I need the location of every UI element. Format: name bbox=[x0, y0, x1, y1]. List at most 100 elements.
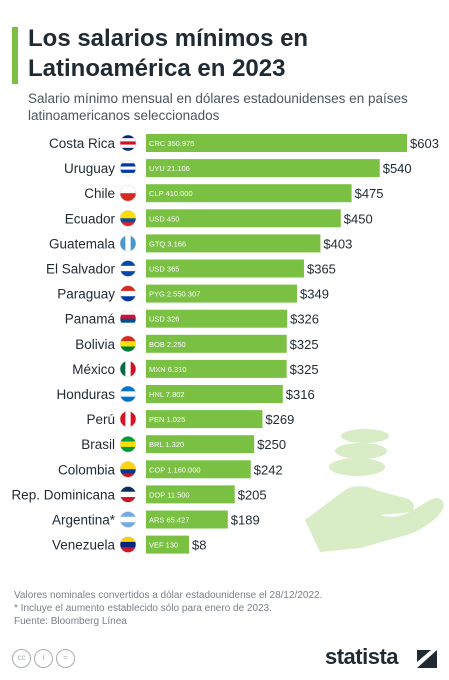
local-currency-label: UYU 21.106 bbox=[149, 164, 190, 173]
bar bbox=[146, 535, 189, 554]
local-currency-label: BRL 1.320 bbox=[149, 440, 184, 449]
value-label: $326 bbox=[290, 312, 319, 327]
brand-logo-text: statista bbox=[325, 644, 399, 669]
venezuela-flag-icon bbox=[119, 536, 137, 553]
bar-row: El Salvador USD 365 $365 bbox=[46, 259, 336, 278]
bar bbox=[146, 259, 304, 278]
cc-icon[interactable]: cc bbox=[12, 649, 31, 668]
uruguay-flag-icon bbox=[119, 159, 137, 177]
bar-row: Honduras HNL 7.802 $316 bbox=[56, 385, 315, 403]
value-label: $403 bbox=[323, 236, 352, 251]
local-currency-label: CRC 350.975 bbox=[149, 139, 194, 148]
local-currency-label: USD 326 bbox=[149, 315, 179, 324]
country-label: Costa Rica bbox=[49, 136, 116, 151]
country-label: Honduras bbox=[56, 387, 115, 402]
bar-row: Guatemala GTQ 3.166 $403 bbox=[49, 234, 352, 253]
argentina-flag-icon bbox=[119, 511, 137, 528]
bar-row: Panamá USD 326 $326 bbox=[65, 309, 319, 328]
bar bbox=[146, 510, 228, 529]
bar bbox=[146, 159, 380, 178]
peru-flag-icon bbox=[119, 410, 137, 428]
local-currency-label: BOB 2.250 bbox=[149, 340, 186, 349]
chart-subtitle: Salario mínimo mensual en dólares estado… bbox=[28, 91, 408, 123]
value-label: $8 bbox=[192, 538, 206, 553]
bar-row: Venezuela VEF 130 $8 bbox=[52, 535, 206, 554]
local-currency-label: GTQ 3.166 bbox=[149, 239, 186, 248]
bar bbox=[146, 385, 283, 403]
el-salvador-flag-icon bbox=[119, 260, 137, 277]
bar bbox=[146, 359, 287, 378]
country-label: Paraguay bbox=[57, 287, 115, 302]
value-label: $365 bbox=[307, 262, 336, 277]
local-currency-label: CLP 410.000 bbox=[149, 189, 193, 198]
costa-rica-flag-icon bbox=[119, 134, 137, 152]
bar bbox=[146, 209, 341, 228]
bar bbox=[146, 134, 407, 152]
bar-row: Costa Rica CRC 350.975 $603 bbox=[49, 134, 439, 152]
value-label: $242 bbox=[254, 462, 283, 477]
paraguay-flag-icon bbox=[119, 285, 137, 302]
footnote-source: Fuente: Bloomberg Línea bbox=[14, 616, 127, 627]
local-currency-label: PEN 1.025 bbox=[149, 415, 185, 424]
bar-row: Argentina* ARS 65.427 $189 bbox=[52, 510, 260, 529]
local-currency-label: USD 365 bbox=[149, 265, 179, 274]
accent-bar bbox=[12, 27, 18, 84]
bar bbox=[146, 435, 255, 454]
local-currency-label: HNL 7.802 bbox=[149, 390, 185, 399]
value-label: $325 bbox=[290, 337, 319, 352]
bar-chart: Costa Rica CRC 350.975 $603 Uruguay UYU 21.1… bbox=[11, 134, 444, 554]
value-label: $189 bbox=[231, 513, 260, 528]
footnote-argentina: * Incluye el aumento establecido sólo pa… bbox=[14, 603, 272, 614]
local-currency-label: USD 450 bbox=[149, 214, 179, 223]
mexico-flag-icon bbox=[119, 360, 137, 378]
footnote-conversion: Valores nominales convertidos a dólar es… bbox=[14, 590, 323, 601]
brasil-flag-icon bbox=[119, 435, 137, 453]
country-label: Venezuela bbox=[52, 538, 116, 553]
chart-title: Los salarios mínimos en Latinoamérica en… bbox=[28, 25, 309, 82]
country-label: Bolivia bbox=[75, 337, 115, 352]
bar bbox=[146, 485, 235, 504]
bar bbox=[146, 184, 352, 203]
value-label: $325 bbox=[290, 362, 319, 377]
bar-row: Perú PEN 1.025 $269 bbox=[86, 410, 294, 429]
ecuador-flag-icon bbox=[119, 210, 137, 227]
bar-row: Brasil BRL 1.320 $250 bbox=[81, 435, 286, 454]
colombia-flag-icon bbox=[119, 460, 137, 478]
money-hand-illustration bbox=[305, 429, 444, 552]
country-label: Guatemala bbox=[49, 236, 116, 251]
bar bbox=[146, 234, 321, 253]
country-label: Rep. Dominicana bbox=[11, 487, 115, 502]
honduras-flag-icon bbox=[119, 385, 137, 403]
bar-row: Paraguay PYG 2.550.307 $349 bbox=[57, 284, 329, 303]
value-label: $475 bbox=[355, 186, 384, 201]
value-label: $349 bbox=[300, 287, 329, 302]
bar bbox=[146, 309, 288, 328]
panama-flag-icon bbox=[119, 310, 137, 328]
local-currency-label: PYG 2.550.307 bbox=[149, 290, 200, 299]
value-label: $450 bbox=[344, 211, 373, 226]
country-label: Colombia bbox=[58, 462, 116, 477]
local-currency-label: VEF 130 bbox=[149, 541, 178, 550]
attribution-icon[interactable]: i bbox=[34, 649, 53, 668]
value-label: $250 bbox=[257, 437, 286, 452]
value-label: $269 bbox=[265, 412, 294, 427]
country-label: Perú bbox=[86, 412, 115, 427]
country-label: Panamá bbox=[65, 312, 116, 327]
bar bbox=[146, 460, 251, 479]
bar-row: Colombia COP 1.160.000 $242 bbox=[58, 460, 283, 479]
no-derivatives-icon[interactable]: = bbox=[56, 649, 75, 668]
local-currency-label: MXN 6.310 bbox=[149, 365, 187, 374]
country-label: Brasil bbox=[81, 437, 115, 452]
bar bbox=[146, 334, 287, 353]
bar-row: Chile CLP 410.000 $475 bbox=[84, 184, 384, 203]
country-label: El Salvador bbox=[46, 262, 116, 277]
bar-row: Uruguay UYU 21.106 $540 bbox=[64, 159, 412, 178]
bolivia-flag-icon bbox=[119, 335, 137, 353]
country-label: México bbox=[72, 362, 115, 377]
chile-flag-icon bbox=[119, 184, 137, 202]
footnotes: Valores nominales convertidos a dólar es… bbox=[14, 589, 374, 628]
local-currency-label: COP 1.160.000 bbox=[149, 465, 201, 474]
bar bbox=[146, 284, 298, 303]
bar-row: Rep. Dominicana DOP 11.500 $205 bbox=[11, 485, 267, 504]
country-label: Chile bbox=[84, 186, 115, 201]
